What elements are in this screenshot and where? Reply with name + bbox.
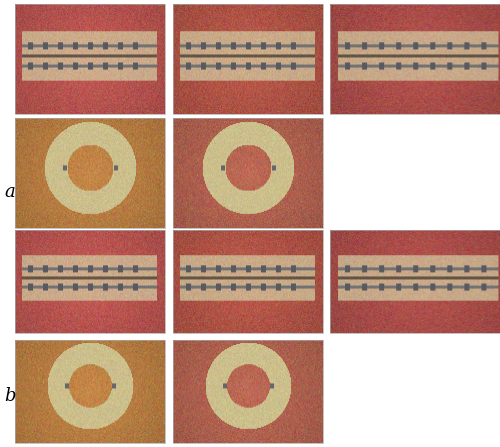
Text: b: b [4, 387, 16, 405]
Bar [172, 118, 322, 228]
Bar [172, 4, 322, 114]
Bar [15, 4, 165, 114]
Text: a: a [4, 183, 15, 201]
Bar [330, 4, 500, 114]
Bar [15, 340, 165, 443]
Bar [15, 118, 165, 228]
Bar [172, 340, 322, 443]
Bar [330, 230, 500, 333]
Bar [172, 230, 322, 333]
Bar [15, 230, 165, 333]
